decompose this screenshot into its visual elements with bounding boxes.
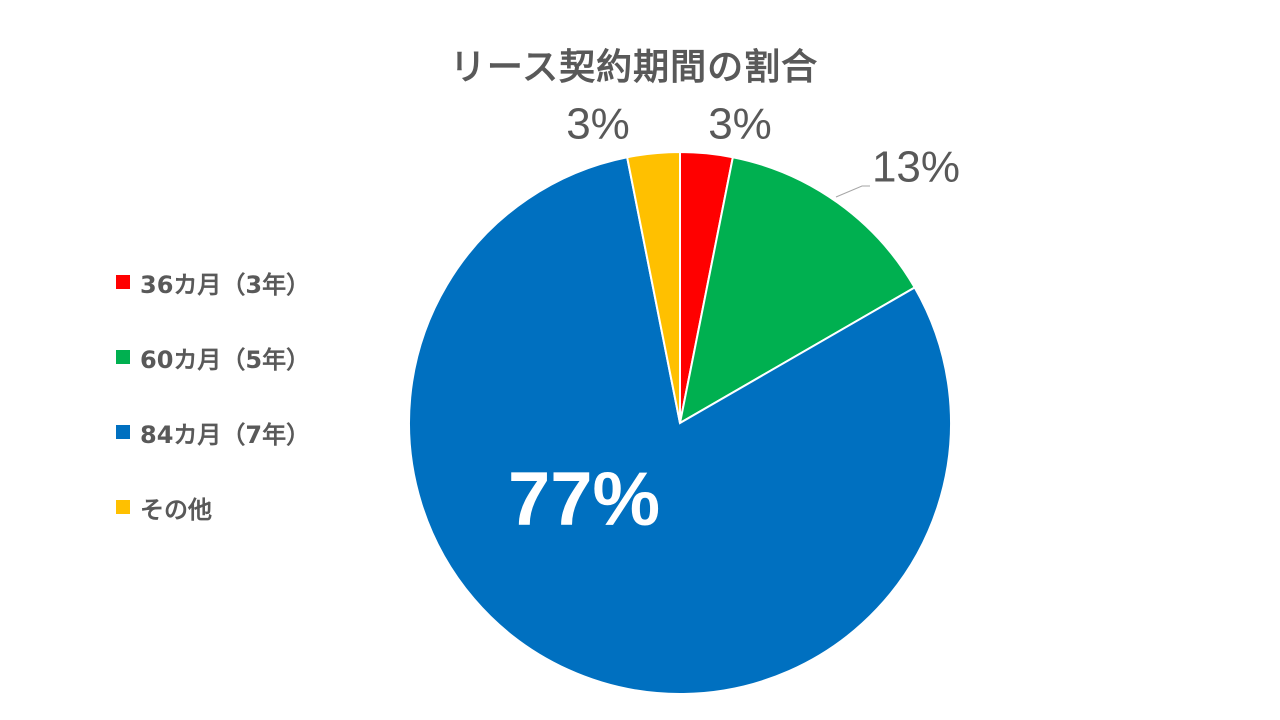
pie-slice <box>678 156 917 425</box>
chart-title: リース契約期間の割合 <box>449 47 819 88</box>
data-label: 3% <box>566 100 630 149</box>
legend-swatch <box>116 275 130 289</box>
data-label: 3% <box>708 100 772 149</box>
legend-item-36-months: 36カ月（3年） <box>116 262 310 302</box>
legend: 36カ月（3年） 60カ月（5年） 84カ月（7年） その他 <box>116 262 310 562</box>
legend-label: 60カ月（5年） <box>140 345 311 374</box>
legend-label: 84カ月（7年） <box>140 420 311 449</box>
data-label: 13% <box>872 143 960 192</box>
legend-item-other: その他 <box>116 487 310 527</box>
legend-swatch <box>116 425 130 439</box>
legend-item-84-months: 84カ月（7年） <box>116 412 310 452</box>
legend-swatch <box>116 500 130 514</box>
pie-slice <box>625 150 681 424</box>
legend-label: その他 <box>140 495 212 524</box>
legend-item-60-months: 60カ月（5年） <box>116 337 310 377</box>
leader-line <box>835 185 870 198</box>
data-label: 77% <box>508 457 660 542</box>
pie-slice <box>408 156 952 695</box>
legend-swatch <box>116 350 130 364</box>
legend-label: 36カ月（3年） <box>140 270 311 299</box>
